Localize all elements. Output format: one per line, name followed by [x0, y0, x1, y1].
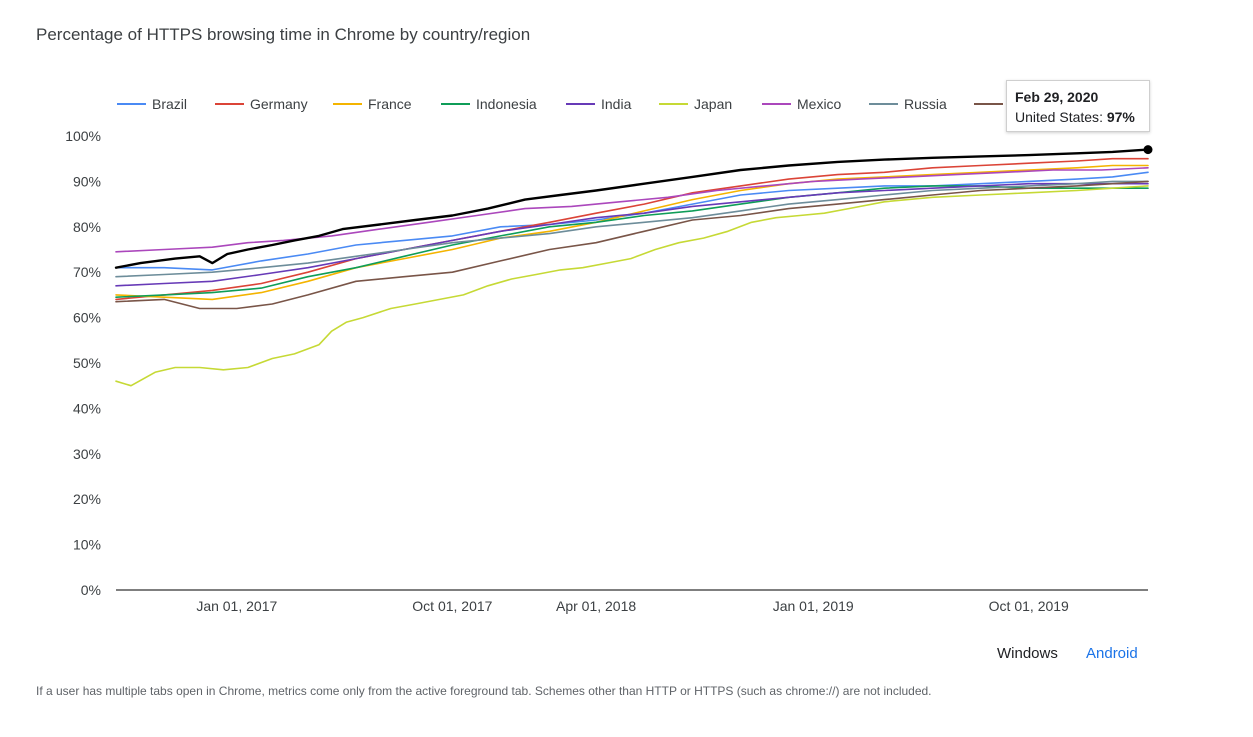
series-line-turkey [115, 180, 1149, 310]
legend-label-germany: Germany [250, 96, 308, 112]
y-tick-label: 90% [73, 173, 101, 189]
series-line-russia [115, 180, 1149, 278]
tooltip-value: 97% [1106, 109, 1135, 125]
y-tick-label: 100% [65, 128, 101, 144]
legend-label-indonesia: Indonesia [476, 96, 537, 112]
tab-windows[interactable]: Windows [997, 645, 1058, 662]
series-line-mexico [115, 167, 1149, 253]
series-line-united-states [114, 148, 1150, 269]
chart-title: Percentage of HTTPS browsing time in Chr… [36, 25, 531, 44]
y-tick-label: 0% [81, 582, 101, 598]
tab-android[interactable]: Android [1086, 645, 1138, 662]
series-line-japan [115, 185, 1149, 387]
tooltip-date: Feb 29, 2020 [1015, 89, 1099, 105]
y-tick-label: 60% [73, 310, 101, 326]
chart-legend: Brazil Germany France Indonesia India Japan Me… [117, 96, 1051, 112]
y-tick-label: 20% [73, 491, 101, 507]
tooltip-separator: : [1099, 109, 1107, 125]
y-tick-label: 80% [73, 219, 101, 235]
y-tick-label: 50% [73, 355, 101, 371]
legend-label-mexico: Mexico [797, 96, 842, 112]
x-tick-label: Oct 01, 2019 [989, 598, 1069, 614]
x-tick-label: Jan 01, 2019 [773, 598, 854, 614]
hover-point-marker [1143, 145, 1153, 155]
y-tick-label: 10% [73, 537, 101, 553]
y-tick-label: 40% [73, 400, 101, 416]
chart-tooltip: Feb 29, 2020 United States: 97% [1006, 80, 1150, 132]
legend-label-japan: Japan [694, 96, 732, 112]
footnote: If a user has multiple tabs open in Chro… [36, 684, 932, 698]
x-tick-label: Apr 01, 2018 [556, 598, 636, 614]
legend-label-brazil: Brazil [152, 96, 187, 112]
x-tick-label: Jan 01, 2017 [196, 598, 277, 614]
hover-marker-layer [1143, 145, 1153, 155]
series-line-india [115, 182, 1149, 287]
y-axis: 0% 10% 20% 30% 40% 50% 60% 70% 80% 90% 100% [65, 128, 101, 598]
series-line-france [115, 164, 1149, 301]
legend-label-france: France [368, 96, 412, 112]
series-line-germany [115, 157, 1149, 301]
legend-label-russia: Russia [904, 96, 947, 112]
y-tick-label: 70% [73, 264, 101, 280]
tooltip-series: United States [1015, 109, 1100, 125]
x-tick-label: Oct 01, 2017 [412, 598, 492, 614]
series-lines [114, 148, 1150, 387]
x-axis: Jan 01, 2017 Oct 01, 2017 Apr 01, 2018 Jan … [116, 589, 1148, 614]
y-tick-label: 30% [73, 446, 101, 462]
legend-label-india: India [601, 96, 632, 112]
